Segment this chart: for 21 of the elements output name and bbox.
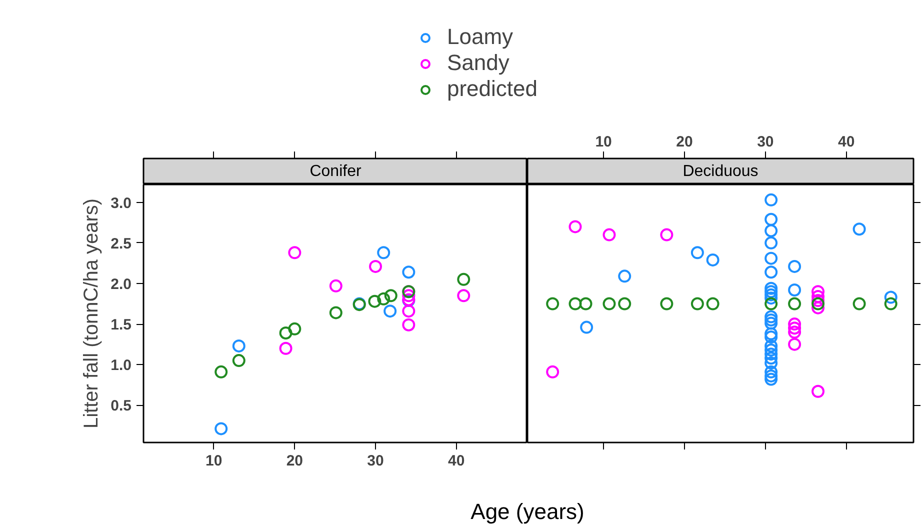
y-tick-label: 0.5 (110, 398, 132, 415)
x-tick-label: 10 (205, 452, 222, 470)
x-axis-title: Age (years) (470, 499, 584, 524)
x-tick-label: 30 (757, 134, 774, 150)
y-tick-label: 2.0 (110, 276, 132, 293)
legend-label: Sandy (447, 50, 510, 76)
x-tick-label: 20 (286, 452, 304, 470)
y-tick-label: 2.5 (110, 235, 132, 252)
y-tick-label: 1.0 (110, 357, 132, 374)
y-tick-label: 3.0 (110, 194, 132, 212)
y-tick-label: 1.5 (110, 316, 132, 334)
x-tick-label: 40 (838, 134, 855, 150)
y-axis-title: Litter fall (tonnC/ha years) (80, 198, 103, 429)
chart-title: Deciduous (682, 163, 758, 180)
x-tick-label: 20 (676, 134, 693, 150)
x-tick-label: 30 (367, 452, 384, 470)
x-tick-label: 40 (448, 452, 465, 470)
legend-label: predicted (447, 76, 538, 102)
x-tick-label: 10 (595, 134, 612, 150)
chart-title: Conifer (310, 163, 362, 180)
legend-label: Loamy (447, 24, 514, 50)
